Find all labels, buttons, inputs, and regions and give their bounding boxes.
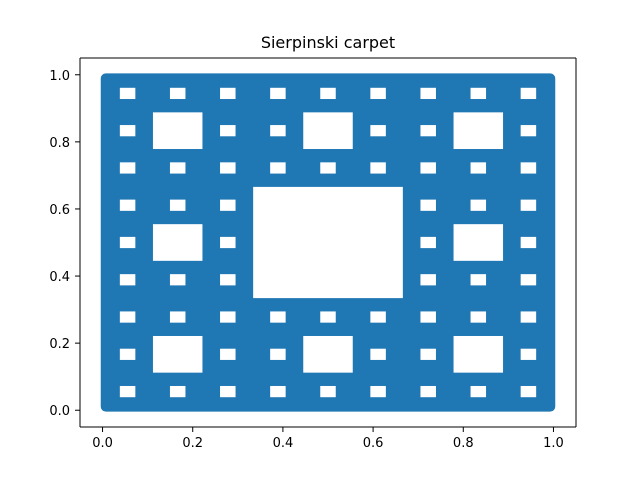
carpet-hole-64: [453, 112, 504, 150]
carpet-hole-66: [420, 125, 436, 137]
carpet-hole-14: [169, 274, 186, 286]
y-axis-ticks: 0.0 0.2 0.4 0.6 0.8 1.0: [49, 69, 80, 419]
plot-area: [100, 73, 556, 412]
carpet-hole-53: [520, 348, 537, 360]
x-tick-label: 0.4: [273, 436, 294, 451]
carpet-hole-72: [520, 87, 537, 100]
carpet-hole-16: [220, 274, 236, 286]
carpet-hole-15: [169, 199, 186, 211]
carpet-hole-23: [169, 162, 186, 174]
y-tick-label: 0.8: [49, 136, 70, 151]
carpet-hole-29: [270, 385, 286, 398]
y-tick-label: 0.2: [49, 337, 70, 352]
carpet-hole-42: [320, 87, 336, 100]
carpet-hole-3: [119, 348, 136, 360]
carpet-hole-20: [119, 162, 136, 174]
x-tick-label: 0.0: [92, 436, 113, 451]
carpet-hole-28: [303, 335, 353, 373]
y-tick-label: 0.4: [49, 270, 70, 285]
x-tick-label: 0.8: [453, 436, 474, 451]
carpet-hole-41: [320, 162, 336, 174]
carpet-hole-63: [520, 199, 537, 211]
axes-frame: [79, 57, 577, 428]
carpet-hole-27: [220, 87, 236, 100]
carpet-hole-0: [253, 186, 403, 299]
carpet-hole-22: [119, 87, 136, 100]
carpet-hole-19: [152, 112, 203, 150]
carpet-hole-38: [270, 162, 286, 174]
carpet-hole-54: [520, 311, 537, 323]
carpet-hole-30: [270, 348, 286, 360]
y-tick-label: 1.0: [49, 69, 70, 84]
x-axis-ticks: 0.0 0.2 0.4 0.6 0.8 1.0: [92, 427, 564, 451]
carpet-hole-9: [220, 311, 236, 323]
carpet-hole-47: [420, 385, 436, 398]
carpet-hole-71: [520, 125, 537, 137]
carpet-hole-25: [220, 162, 236, 174]
carpet-hole-56: [420, 274, 436, 286]
chart-title: Sierpinski carpet: [261, 33, 395, 52]
x-tick-label: 0.2: [182, 436, 203, 451]
carpet-hole-52: [520, 385, 537, 398]
carpet-hole-7: [220, 385, 236, 398]
carpet-hole-60: [470, 199, 487, 211]
x-tick-label: 0.6: [363, 436, 384, 451]
carpet-hole-46: [453, 335, 504, 373]
carpet-hole-13: [119, 199, 136, 211]
carpet-hole-26: [220, 125, 236, 137]
carpet-hole-1: [152, 335, 203, 373]
y-tick-label: 0.0: [49, 404, 70, 419]
carpet-hole-21: [119, 125, 136, 137]
carpet-hole-50: [470, 385, 487, 398]
carpet-hole-57: [420, 236, 436, 249]
carpet-hole-34: [370, 385, 386, 398]
carpet-hole-32: [320, 385, 336, 398]
carpet-hole-18: [220, 199, 236, 211]
carpet-hole-55: [453, 224, 504, 261]
carpet-hole-61: [520, 274, 537, 286]
carpet-hole-59: [470, 274, 487, 286]
carpet-hole-33: [320, 311, 336, 323]
carpet-hole-10: [152, 224, 203, 261]
carpet-hole-37: [303, 112, 353, 150]
carpet-hole-6: [169, 311, 186, 323]
carpet-hole-45: [370, 87, 386, 100]
carpet-hole-36: [370, 311, 386, 323]
carpet-hole-4: [119, 311, 136, 323]
carpet-hole-12: [119, 236, 136, 249]
carpet-hole-62: [520, 236, 537, 249]
carpet-hole-31: [270, 311, 286, 323]
carpet-hole-51: [470, 311, 487, 323]
carpet-hole-65: [420, 162, 436, 174]
carpet-hole-35: [370, 348, 386, 360]
carpet-hole-68: [470, 162, 487, 174]
carpet-hole-40: [270, 87, 286, 100]
carpet-hole-58: [420, 199, 436, 211]
carpet-hole-5: [169, 385, 186, 398]
carpet-hole-44: [370, 125, 386, 137]
carpet-hole-39: [270, 125, 286, 137]
carpet-hole-48: [420, 348, 436, 360]
carpet-hole-43: [370, 162, 386, 174]
y-tick-label: 0.6: [49, 203, 70, 218]
carpet-hole-24: [169, 87, 186, 100]
carpet-hole-8: [220, 348, 236, 360]
carpet-hole-69: [470, 87, 487, 100]
carpet-hole-67: [420, 87, 436, 100]
carpet-hole-17: [220, 236, 236, 249]
x-tick-label: 1.0: [543, 436, 564, 451]
carpet-hole-11: [119, 274, 136, 286]
carpet-hole-2: [119, 385, 136, 398]
carpet-hole-49: [420, 311, 436, 323]
carpet-hole-70: [520, 162, 537, 174]
